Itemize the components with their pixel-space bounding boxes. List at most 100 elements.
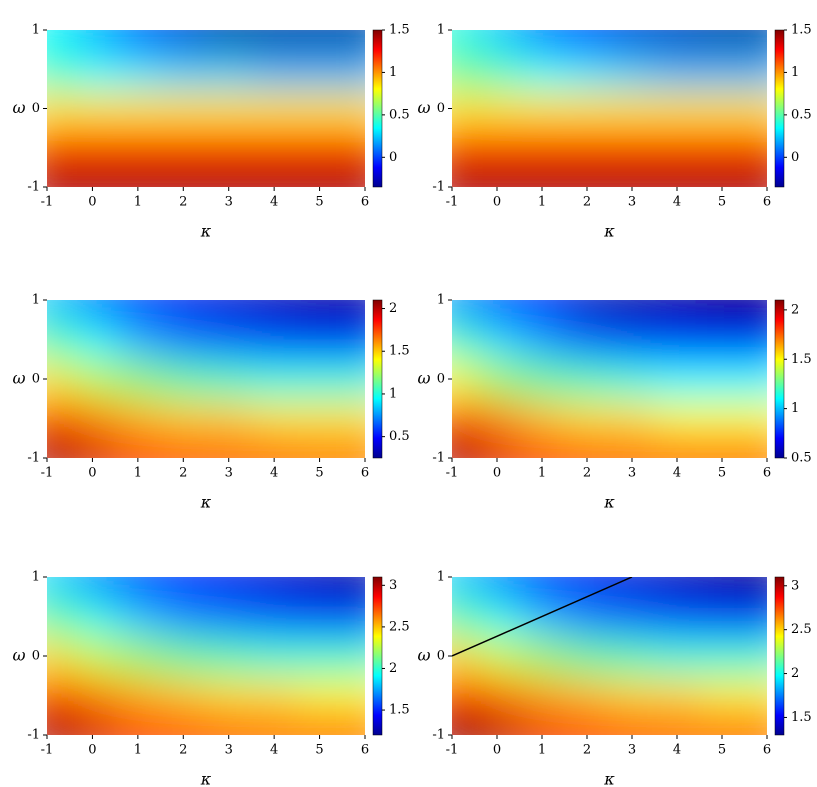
x-tick-label: -1	[446, 743, 459, 758]
y-tick-label: -1	[27, 728, 40, 743]
x-tick-label: 2	[583, 195, 591, 210]
heatmap-cell	[609, 49, 656, 90]
heatmap-cell	[160, 715, 207, 735]
heatmap-cell	[296, 167, 344, 187]
heatmap-cell	[519, 675, 566, 717]
heatmap-cell	[474, 167, 521, 187]
colorbar-tick-label: 1	[791, 65, 799, 80]
y-axis-label: ω	[417, 646, 430, 665]
heatmap-cell	[69, 359, 117, 400]
heatmap-cell	[160, 88, 207, 130]
heatmap-cell	[206, 359, 253, 400]
heatmap-cell	[206, 300, 253, 321]
heatmap-cell	[206, 88, 253, 130]
heatmap-cell	[654, 438, 701, 458]
heatmap-cell	[206, 167, 253, 187]
y-tick-label: 1	[437, 293, 445, 308]
heatmap-cell	[47, 49, 71, 90]
heatmap-cell	[115, 128, 162, 169]
y-tick-label: -1	[27, 180, 40, 195]
y-tick-label: 0	[437, 101, 445, 116]
heatmap-cell	[654, 30, 701, 51]
heatmap-cell	[296, 128, 344, 169]
heatmap-cell	[342, 438, 365, 458]
heatmap-cell	[699, 300, 746, 321]
heatmap-cell	[206, 675, 253, 717]
heatmap-cell	[296, 577, 344, 598]
heatmap-cell	[296, 49, 344, 90]
heatmap-cell	[699, 359, 746, 400]
colorbar-tick-label: 1.5	[389, 703, 410, 718]
x-tick-label: 4	[270, 743, 278, 758]
heatmap-cell	[115, 49, 162, 90]
y-tick-label: 0	[32, 649, 40, 664]
x-axis-label: κ	[200, 493, 212, 512]
x-tick-label: 4	[673, 195, 681, 210]
heatmap-cell	[519, 438, 566, 458]
heatmap-cell	[699, 577, 746, 598]
heatmap-cell	[69, 300, 117, 321]
panel: -1 0 1 2 3 4 5 6 -1 0 1 κ ω 1.5 2 2.5 3	[12, 570, 410, 787]
heatmap-cell	[342, 636, 365, 677]
heatmap-cell	[519, 49, 566, 90]
colorbar-tick-label: 0	[389, 150, 397, 165]
x-tick-label: 5	[718, 466, 726, 481]
colorbar-tick-label: 2.5	[389, 619, 410, 634]
heatmap-cell	[69, 319, 117, 361]
heatmap-cell	[251, 398, 298, 440]
y-tick-label: -1	[432, 180, 445, 195]
heatmap-cell	[251, 319, 298, 361]
x-tick-label: 3	[628, 743, 636, 758]
heatmap-cell	[115, 398, 162, 440]
plot-area	[47, 300, 365, 458]
heatmap-cell	[115, 30, 162, 51]
heatmap-cell	[47, 167, 71, 187]
y-axis-label: ω	[417, 369, 430, 388]
y-tick-label: -1	[27, 451, 40, 466]
heatmap-cell	[609, 359, 656, 400]
x-tick-label: 3	[225, 743, 233, 758]
heatmap-cell	[609, 715, 656, 735]
heatmap-cell	[474, 675, 521, 717]
y-tick-label: 0	[32, 101, 40, 116]
heatmap-cell	[654, 359, 701, 400]
heatmap-cell	[609, 675, 656, 717]
heatmap-cell	[296, 675, 344, 717]
heatmap-cell	[160, 398, 207, 440]
heatmap-cell	[296, 319, 344, 361]
heatmap-cell	[47, 359, 71, 400]
heatmap-cell	[654, 715, 701, 735]
heatmap-cell	[452, 359, 476, 400]
heatmap-cell	[744, 128, 767, 169]
heatmap-cell	[744, 167, 767, 187]
x-tick-label: 4	[270, 195, 278, 210]
x-tick-label: 4	[270, 466, 278, 481]
x-tick-label: 6	[763, 195, 771, 210]
heatmap-cell	[744, 49, 767, 90]
heatmap-cell	[115, 438, 162, 458]
heatmap-cell	[452, 88, 476, 130]
heatmap-cell	[251, 715, 298, 735]
x-tick-label: -1	[446, 466, 459, 481]
colorbar-tick-label: 2	[389, 301, 397, 316]
heatmap-cell	[115, 715, 162, 735]
heatmap-cell	[160, 596, 207, 638]
heatmap-cell	[474, 596, 521, 638]
heatmap-cell	[251, 636, 298, 677]
heatmap-cell	[452, 128, 476, 169]
heatmap-cell	[609, 438, 656, 458]
x-tick-label: 4	[673, 743, 681, 758]
heatmap-cell	[342, 49, 365, 90]
colorbar-tick-label: 1.5	[791, 352, 812, 367]
heatmap-cell	[452, 438, 476, 458]
heatmap-cell	[564, 128, 611, 169]
colorbar-tick-label: 0.5	[389, 429, 410, 444]
heatmap-cell	[251, 128, 298, 169]
heatmap-cell	[251, 577, 298, 598]
heatmap-cell	[206, 715, 253, 735]
colorbar	[774, 29, 785, 188]
y-tick-label: 1	[437, 23, 445, 38]
heatmap-cell	[342, 596, 365, 638]
x-tick-label: 6	[361, 743, 369, 758]
